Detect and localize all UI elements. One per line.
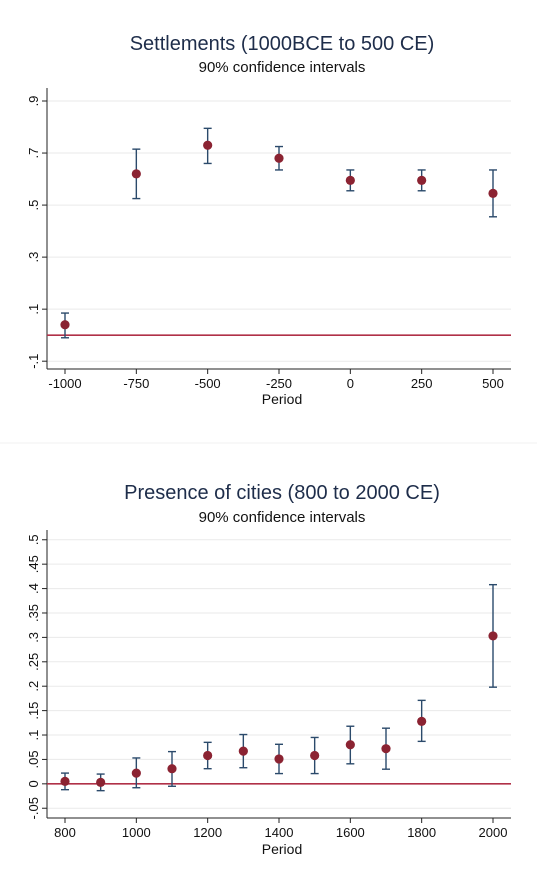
- y-tick-label: .05: [26, 750, 41, 768]
- y-tick-label: .15: [26, 702, 41, 720]
- y-tick-label: -.1: [26, 354, 41, 369]
- point-estimate: [345, 740, 355, 750]
- point-estimate: [274, 153, 284, 163]
- x-tick-label: 1200: [193, 825, 222, 840]
- x-tick-label: -500: [195, 376, 221, 391]
- point-estimate: [417, 175, 427, 185]
- y-tick-label: .5: [26, 534, 41, 545]
- x-tick-label: 250: [411, 376, 433, 391]
- x-tick-label: 1600: [336, 825, 365, 840]
- y-tick-label: .5: [26, 200, 41, 211]
- y-tick-label: -.05: [26, 797, 41, 819]
- y-tick-label: .9: [26, 96, 41, 107]
- point-estimate: [488, 631, 498, 641]
- y-axis-ticks: -.1 .1 .3 .5 .7 .9: [26, 96, 47, 369]
- point-estimate: [60, 776, 70, 786]
- chart-subtitle: 90% confidence intervals: [199, 509, 366, 526]
- y-tick-label: .1: [26, 304, 41, 315]
- x-tick-label: 1000: [122, 825, 151, 840]
- settlements-panel: Settlements (1000BCE to 500 CE) 90% conf…: [26, 33, 511, 407]
- y-tick-label: .4: [26, 583, 41, 594]
- point-estimate: [60, 320, 70, 330]
- y-tick-label: .3: [26, 632, 41, 643]
- point-estimate: [274, 754, 284, 764]
- point-estimate: [488, 188, 498, 198]
- point-estimate: [131, 768, 141, 778]
- point-estimate: [203, 140, 213, 150]
- point-estimate: [167, 764, 177, 774]
- point-estimate: [310, 750, 320, 761]
- y-tick-label: .7: [26, 148, 41, 159]
- x-axis-label: Period: [262, 391, 302, 407]
- x-tick-label: 500: [482, 376, 504, 391]
- chart-subtitle: 90% confidence intervals: [199, 59, 366, 76]
- y-tick-label: .35: [26, 604, 41, 622]
- grid-lines: [47, 100, 511, 362]
- x-tick-label: -1000: [48, 376, 81, 391]
- data-marks: [60, 583, 498, 792]
- point-estimate: [203, 750, 213, 761]
- y-tick-label: .45: [26, 555, 41, 573]
- chart-title: Settlements (1000BCE to 500 CE): [130, 33, 435, 55]
- x-tick-label: 1400: [265, 825, 294, 840]
- point-estimate: [345, 175, 355, 185]
- point-estimate: [238, 746, 248, 756]
- x-tick-label: 0: [347, 376, 354, 391]
- x-tick-label: 2000: [479, 825, 508, 840]
- point-estimate: [381, 744, 391, 754]
- y-tick-label: .3: [26, 252, 41, 263]
- y-tick-label: 0: [26, 780, 41, 787]
- y-tick-label: .2: [26, 681, 41, 692]
- point-estimate: [131, 169, 141, 179]
- y-tick-label: .1: [26, 730, 41, 741]
- y-axis-ticks: -.05 0 .05 .1 .15 .2 .25 .3 .35 .4 .45 .5: [26, 534, 47, 819]
- x-axis-ticks: 800 1000 1200 1400 1600 1800 2000: [54, 818, 507, 840]
- x-tick-label: 1800: [407, 825, 436, 840]
- x-tick-label: -750: [123, 376, 149, 391]
- x-tick-label: 800: [54, 825, 76, 840]
- chart-title: Presence of cities (800 to 2000 CE): [124, 482, 440, 504]
- x-axis-label: Period: [262, 841, 302, 857]
- point-estimate: [96, 777, 106, 787]
- data-marks: [60, 127, 498, 339]
- point-estimate: [417, 716, 427, 726]
- x-axis-ticks: -1000 -750 -500 -250 0 250 500: [48, 369, 504, 391]
- y-tick-label: .25: [26, 653, 41, 671]
- x-tick-label: -250: [266, 376, 292, 391]
- cities-panel: Presence of cities (800 to 2000 CE) 90% …: [26, 482, 511, 857]
